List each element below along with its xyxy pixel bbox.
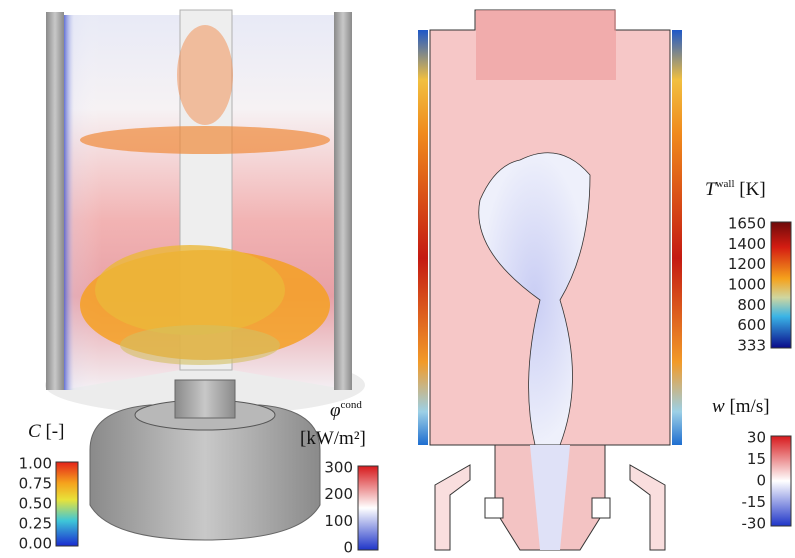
colorbar-tick-label: 0.25 [19, 515, 52, 533]
symbol: C [28, 421, 41, 442]
colorbar-tick-label: 333 [737, 337, 766, 355]
colorbar-tick-label: -30 [742, 515, 767, 533]
colorbar [771, 222, 791, 348]
colorbar-tick-label: -15 [742, 493, 767, 511]
colorbar-tick-label: 1200 [728, 255, 766, 273]
colorbar-tick-label: 1000 [728, 276, 766, 294]
colorbar-tick-label: 30 [747, 429, 766, 447]
colorbar-tick-label: 1.00 [19, 455, 52, 473]
colorbar [358, 466, 378, 550]
colorbar-tick-label: 0 [343, 539, 353, 557]
colorbar-tick-label: 0.50 [19, 495, 52, 513]
colorbar-tick-label: 300 [324, 459, 353, 477]
colorbar-tick-label: 200 [324, 485, 353, 503]
unit: [K] [739, 179, 765, 200]
combustor-rendering [45, 10, 365, 540]
figure: C [-] φcond [kW/m²] Twall [K] w [m/s] 1.… [0, 0, 795, 558]
colorbar-tick-label: 0 [756, 472, 766, 490]
unit: [-] [45, 421, 64, 442]
colorbar-tick-label: 0.75 [19, 475, 52, 493]
colorbar-tick-label: 800 [737, 296, 766, 314]
colorbar-title: φcond [330, 399, 362, 421]
colorbar-tick-label: 100 [324, 512, 353, 530]
colorbar-title: w [m/s] [712, 396, 770, 417]
colorbar [771, 436, 791, 526]
symbol: φ [330, 400, 341, 421]
colorbar [56, 462, 78, 546]
colorbar-tick-label: 0.00 [19, 535, 52, 553]
colorbar-title: C [-] [28, 421, 64, 442]
colorbar-tick-label: 15 [747, 450, 766, 468]
colorbar-title: Twall [K] [705, 178, 766, 200]
superscript: wall [716, 178, 735, 190]
contour-map [418, 10, 682, 550]
colorbar-tick-label: 1650 [728, 215, 766, 233]
superscript: cond [341, 399, 363, 411]
colorbar-unit: [kW/m²] [300, 428, 366, 449]
colorbar-tick-label: 1400 [728, 235, 766, 253]
unit: [m/s] [729, 396, 769, 417]
colorbar-tick-label: 600 [737, 316, 766, 334]
symbol: w [712, 396, 725, 417]
